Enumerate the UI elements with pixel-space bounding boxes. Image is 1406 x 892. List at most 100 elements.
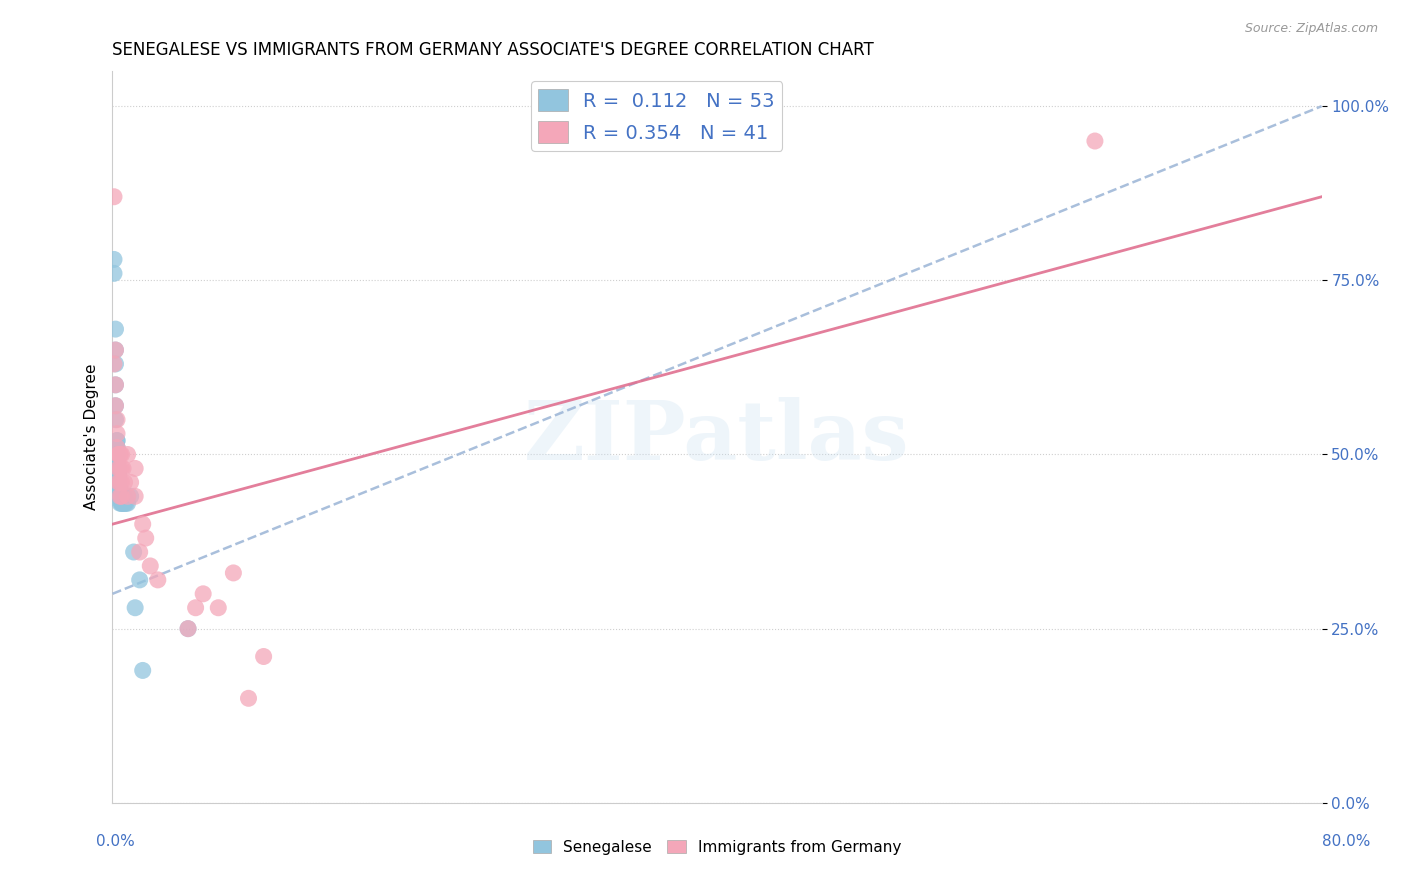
Point: [105, 412, 128, 426]
Point: [107, 475, 129, 490]
Point: [108, 489, 131, 503]
Point: [108, 489, 131, 503]
Point: [107, 483, 129, 497]
Point: [114, 496, 136, 510]
Point: [238, 691, 260, 706]
Point: [139, 558, 162, 573]
Point: [110, 475, 132, 490]
Point: [110, 489, 132, 503]
Point: [117, 448, 139, 462]
Point: [110, 489, 132, 503]
Point: [108, 461, 131, 475]
Point: [117, 496, 139, 510]
Point: [110, 496, 132, 510]
Point: [110, 496, 132, 510]
Point: [207, 600, 229, 615]
Point: [107, 461, 129, 475]
Point: [107, 468, 129, 483]
Point: [108, 489, 131, 503]
Point: [114, 475, 136, 490]
Point: [108, 496, 131, 510]
Point: [107, 468, 129, 483]
Point: [105, 434, 128, 448]
Point: [104, 377, 127, 392]
Point: [122, 545, 145, 559]
Point: [105, 448, 128, 462]
Point: [107, 475, 129, 490]
Point: [114, 496, 136, 510]
Point: [112, 489, 135, 503]
Point: [222, 566, 245, 580]
Point: [124, 489, 146, 503]
Text: 0.0%: 0.0%: [96, 834, 135, 849]
Point: [132, 517, 155, 532]
Point: [103, 252, 125, 267]
Point: [105, 448, 128, 462]
Point: [115, 496, 138, 510]
Point: [105, 434, 128, 448]
Point: [107, 483, 129, 497]
Y-axis label: Associate's Degree: Associate's Degree: [83, 364, 98, 510]
Point: [184, 600, 207, 615]
Point: [132, 664, 155, 678]
Point: [124, 600, 146, 615]
Point: [124, 461, 146, 475]
Point: [104, 343, 127, 357]
Point: [107, 461, 129, 475]
Point: [104, 399, 127, 413]
Point: [177, 622, 200, 636]
Point: [107, 475, 129, 490]
Point: [112, 496, 135, 510]
Text: 80.0%: 80.0%: [1323, 834, 1371, 849]
Point: [128, 545, 150, 559]
Point: [103, 266, 125, 280]
Point: [104, 343, 127, 357]
Point: [191, 587, 214, 601]
Point: [177, 622, 200, 636]
Point: [120, 475, 142, 490]
Point: [104, 322, 127, 336]
Point: [112, 461, 135, 475]
Point: [104, 377, 127, 392]
Point: [104, 399, 127, 413]
Point: [105, 426, 128, 441]
Point: [105, 454, 128, 468]
Point: [105, 441, 128, 455]
Point: [105, 454, 128, 468]
Point: [117, 489, 139, 503]
Point: [107, 483, 129, 497]
Point: [105, 461, 128, 475]
Point: [108, 448, 131, 462]
Point: [103, 357, 125, 371]
Point: [146, 573, 169, 587]
Point: [104, 357, 127, 371]
Point: [110, 448, 132, 462]
Text: SENEGALESE VS IMMIGRANTS FROM GERMANY ASSOCIATE'S DEGREE CORRELATION CHART: SENEGALESE VS IMMIGRANTS FROM GERMANY AS…: [112, 41, 875, 59]
Text: ZIPatlas: ZIPatlas: [524, 397, 910, 477]
Point: [107, 475, 129, 490]
Point: [108, 483, 131, 497]
Point: [104, 412, 127, 426]
Point: [128, 573, 150, 587]
Point: [108, 489, 131, 503]
Point: [108, 475, 131, 490]
Point: [108, 489, 131, 503]
Point: [107, 448, 129, 462]
Point: [135, 531, 157, 545]
Point: [110, 489, 132, 503]
Point: [108, 489, 131, 503]
Point: [105, 441, 128, 455]
Point: [108, 448, 131, 462]
Point: [114, 489, 136, 503]
Point: [120, 489, 142, 503]
Point: [1084, 134, 1107, 148]
Legend: Senegalese, Immigrants from Germany: Senegalese, Immigrants from Germany: [527, 834, 907, 861]
Point: [110, 461, 132, 475]
Point: [105, 441, 128, 455]
Point: [103, 190, 125, 204]
Point: [117, 489, 139, 503]
Point: [253, 649, 276, 664]
Point: [107, 448, 129, 462]
Point: [108, 489, 131, 503]
Text: Source: ZipAtlas.com: Source: ZipAtlas.com: [1244, 22, 1378, 36]
